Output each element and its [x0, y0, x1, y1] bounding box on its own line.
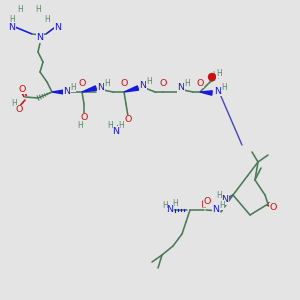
Text: H: H: [172, 200, 178, 208]
Text: N: N: [55, 23, 62, 32]
Text: H: H: [219, 200, 225, 209]
Text: O: O: [196, 79, 204, 88]
Text: N: N: [37, 34, 44, 43]
Text: H: H: [17, 5, 23, 14]
Text: H: H: [107, 122, 113, 130]
Text: H: H: [9, 16, 15, 25]
Circle shape: [208, 74, 215, 80]
Text: N: N: [167, 206, 173, 214]
Text: N: N: [98, 83, 104, 92]
Text: O: O: [159, 79, 167, 88]
Text: N: N: [112, 127, 119, 136]
Text: O: O: [203, 197, 211, 206]
Text: O: O: [18, 85, 26, 94]
Text: H: H: [184, 80, 190, 88]
Text: O: O: [269, 203, 277, 212]
Text: N: N: [212, 206, 220, 214]
Text: H: H: [77, 121, 83, 130]
Text: N: N: [214, 86, 221, 95]
Text: N: N: [178, 83, 184, 92]
Text: H: H: [212, 70, 218, 80]
Text: O: O: [80, 113, 88, 122]
Text: N: N: [8, 23, 16, 32]
Text: H: H: [11, 100, 17, 109]
Text: H: H: [221, 82, 227, 91]
Text: H: H: [44, 16, 50, 25]
Text: N: N: [140, 80, 146, 89]
Polygon shape: [124, 86, 139, 92]
Text: O: O: [120, 79, 128, 88]
Text: H: H: [216, 191, 222, 200]
Text: H: H: [216, 68, 222, 77]
Text: H: H: [35, 5, 41, 14]
Polygon shape: [82, 86, 97, 92]
Text: O: O: [15, 106, 23, 115]
Polygon shape: [52, 90, 65, 94]
Text: H: H: [118, 121, 124, 130]
Text: O: O: [124, 116, 132, 124]
Text: H: H: [104, 80, 110, 88]
Polygon shape: [200, 91, 212, 95]
Text: O: O: [78, 79, 86, 88]
Text: N: N: [221, 196, 229, 205]
Text: H: H: [70, 82, 76, 91]
Text: H: H: [162, 200, 168, 209]
Text: N: N: [64, 88, 70, 97]
Text: H: H: [146, 76, 152, 85]
